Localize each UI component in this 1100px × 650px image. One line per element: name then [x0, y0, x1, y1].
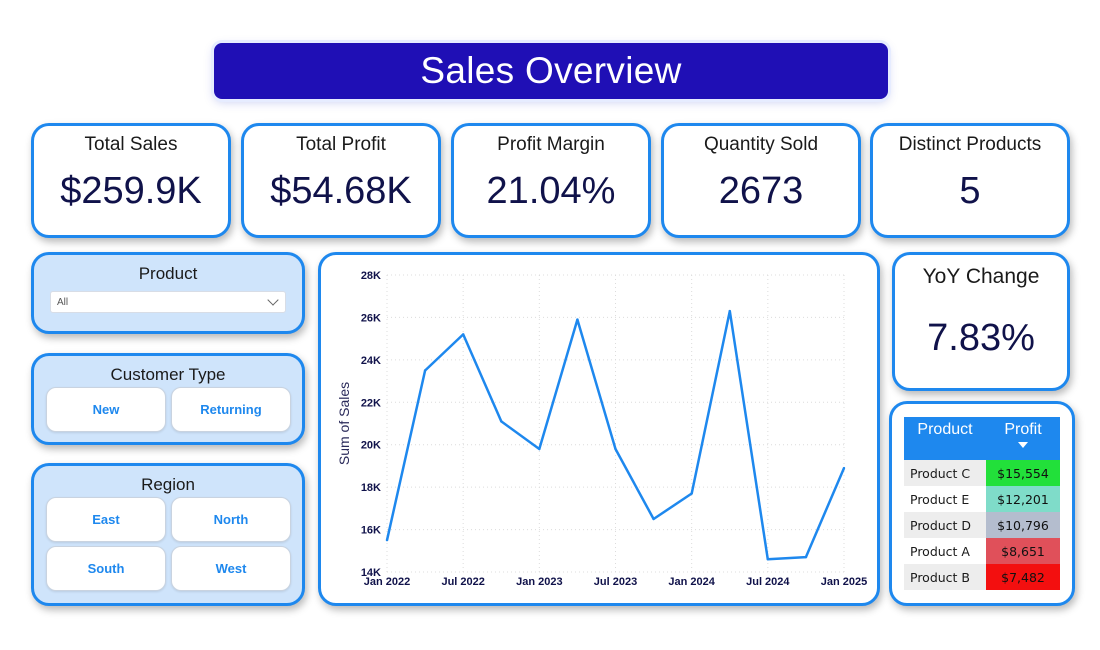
y-tick-label: 22K: [361, 397, 381, 409]
y-tick-label: 24K: [361, 355, 381, 367]
product-cell: Product C: [904, 460, 986, 486]
kpi-label: Profit Margin: [497, 134, 605, 155]
dropdown-value: All: [57, 297, 69, 308]
kpi-label: YoY Change: [922, 265, 1040, 288]
dashboard-title-bar: Sales Overview: [214, 43, 888, 99]
y-tick-label: 26K: [361, 312, 381, 324]
data-point: [842, 466, 846, 470]
slicer-title: Customer Type: [110, 365, 226, 384]
region-slicer: Region East North South West: [31, 463, 305, 606]
kpi-label: Total Profit: [296, 134, 386, 155]
kpi-card-total-profit: Total Profit $54.68K: [241, 123, 441, 238]
data-point: [500, 420, 503, 423]
table-row: Product D $10,796: [904, 512, 1060, 538]
y-tick-label: 28K: [361, 270, 381, 282]
profit-cell: $8,651: [986, 538, 1060, 564]
table-row: Product E $12,201: [904, 486, 1060, 512]
column-header-label: Profit: [1004, 421, 1042, 438]
kpi-card-quantity-sold: Quantity Sold 2673: [661, 123, 861, 238]
region-east-button[interactable]: East: [46, 497, 166, 542]
table-row: Product B $7,482: [904, 564, 1060, 590]
page-title: Sales Overview: [420, 50, 682, 91]
data-point: [385, 538, 389, 542]
y-tick-label: 18K: [361, 482, 381, 494]
x-tick-label: Jul 2022: [441, 576, 484, 588]
customer-type-new-button[interactable]: New: [46, 387, 166, 432]
kpi-value: 5: [959, 170, 981, 212]
x-tick-label: Jan 2022: [364, 576, 410, 588]
table-row: Product C $15,554: [904, 460, 1060, 486]
kpi-value: $259.9K: [60, 170, 202, 212]
data-point: [461, 333, 465, 336]
x-tick-label: Jan 2024: [668, 576, 715, 588]
kpi-card-profit-margin: Profit Margin 21.04%: [451, 123, 651, 238]
slicer-title: Product: [138, 264, 198, 283]
chevron-down-icon: [267, 294, 279, 306]
kpi-card-distinct-products: Distinct Products 5: [870, 123, 1070, 238]
kpi-label: Total Sales: [84, 134, 178, 155]
region-north-button[interactable]: North: [171, 497, 291, 542]
product-cell: Product E: [904, 486, 986, 512]
x-tick-label: Jan 2025: [821, 576, 867, 588]
product-dropdown[interactable]: All: [50, 291, 286, 313]
product-slicer: Product All: [31, 252, 305, 334]
x-tick-label: Jul 2024: [746, 576, 790, 588]
data-point: [614, 447, 617, 451]
kpi-value: 21.04%: [486, 170, 616, 212]
profit-cell: $10,796: [986, 512, 1060, 538]
data-point: [576, 318, 579, 321]
profit-table: Product Profit Product C $15,554 Product E…: [904, 417, 1060, 590]
chart-canvas: 14K 16K 18K 20K 22K 24K 26K 28K Jan 2022 Jul 2022…: [336, 270, 867, 588]
y-tick-label: 14K: [361, 567, 381, 579]
profit-cell: $15,554: [986, 460, 1060, 486]
kpi-value: $54.68K: [270, 170, 412, 212]
y-axis-label: Sum of Sales: [336, 382, 352, 465]
y-tick-label: 20K: [361, 440, 381, 452]
x-tick-label: Jul 2023: [594, 576, 637, 588]
yoy-change-card: YoY Change 7.83%: [892, 252, 1070, 391]
table-row: Product A $8,651: [904, 538, 1060, 564]
table-header-row: Product Profit: [904, 417, 1060, 460]
product-cell: Product A: [904, 538, 986, 564]
sort-descending-icon: [1018, 442, 1028, 448]
data-point: [804, 555, 808, 559]
data-point: [728, 309, 731, 313]
kpi-value: 2673: [718, 170, 804, 212]
data-point: [423, 369, 427, 372]
region-west-button[interactable]: West: [171, 546, 291, 591]
sales-line-chart: 14K 16K 18K 20K 22K 24K 26K 28K Jan 2022 Jul 2022…: [318, 252, 880, 606]
region-south-button[interactable]: South: [46, 546, 166, 591]
product-cell: Product B: [904, 564, 986, 590]
kpi-value: 7.83%: [927, 317, 1035, 359]
column-header-product[interactable]: Product: [904, 417, 986, 460]
profit-cell: $12,201: [986, 486, 1060, 512]
customer-type-returning-button[interactable]: Returning: [171, 387, 291, 432]
kpi-label: Quantity Sold: [703, 134, 819, 155]
kpi-label: Distinct Products: [898, 134, 1042, 155]
profit-table-card: Product Profit Product C $15,554 Product E…: [889, 401, 1075, 606]
kpi-card-total-sales: Total Sales $259.9K: [31, 123, 231, 238]
column-header-profit[interactable]: Profit: [986, 417, 1060, 460]
profit-cell: $7,482: [986, 564, 1060, 590]
customer-type-slicer: Customer Type New Returning: [31, 353, 305, 445]
x-tick-label: Jan 2023: [516, 576, 562, 588]
product-cell: Product D: [904, 512, 986, 538]
data-point: [766, 558, 770, 561]
data-point: [652, 517, 655, 521]
data-point: [690, 492, 693, 495]
data-point: [538, 447, 541, 451]
slicer-title: Region: [141, 475, 195, 494]
y-tick-label: 16K: [361, 525, 381, 537]
